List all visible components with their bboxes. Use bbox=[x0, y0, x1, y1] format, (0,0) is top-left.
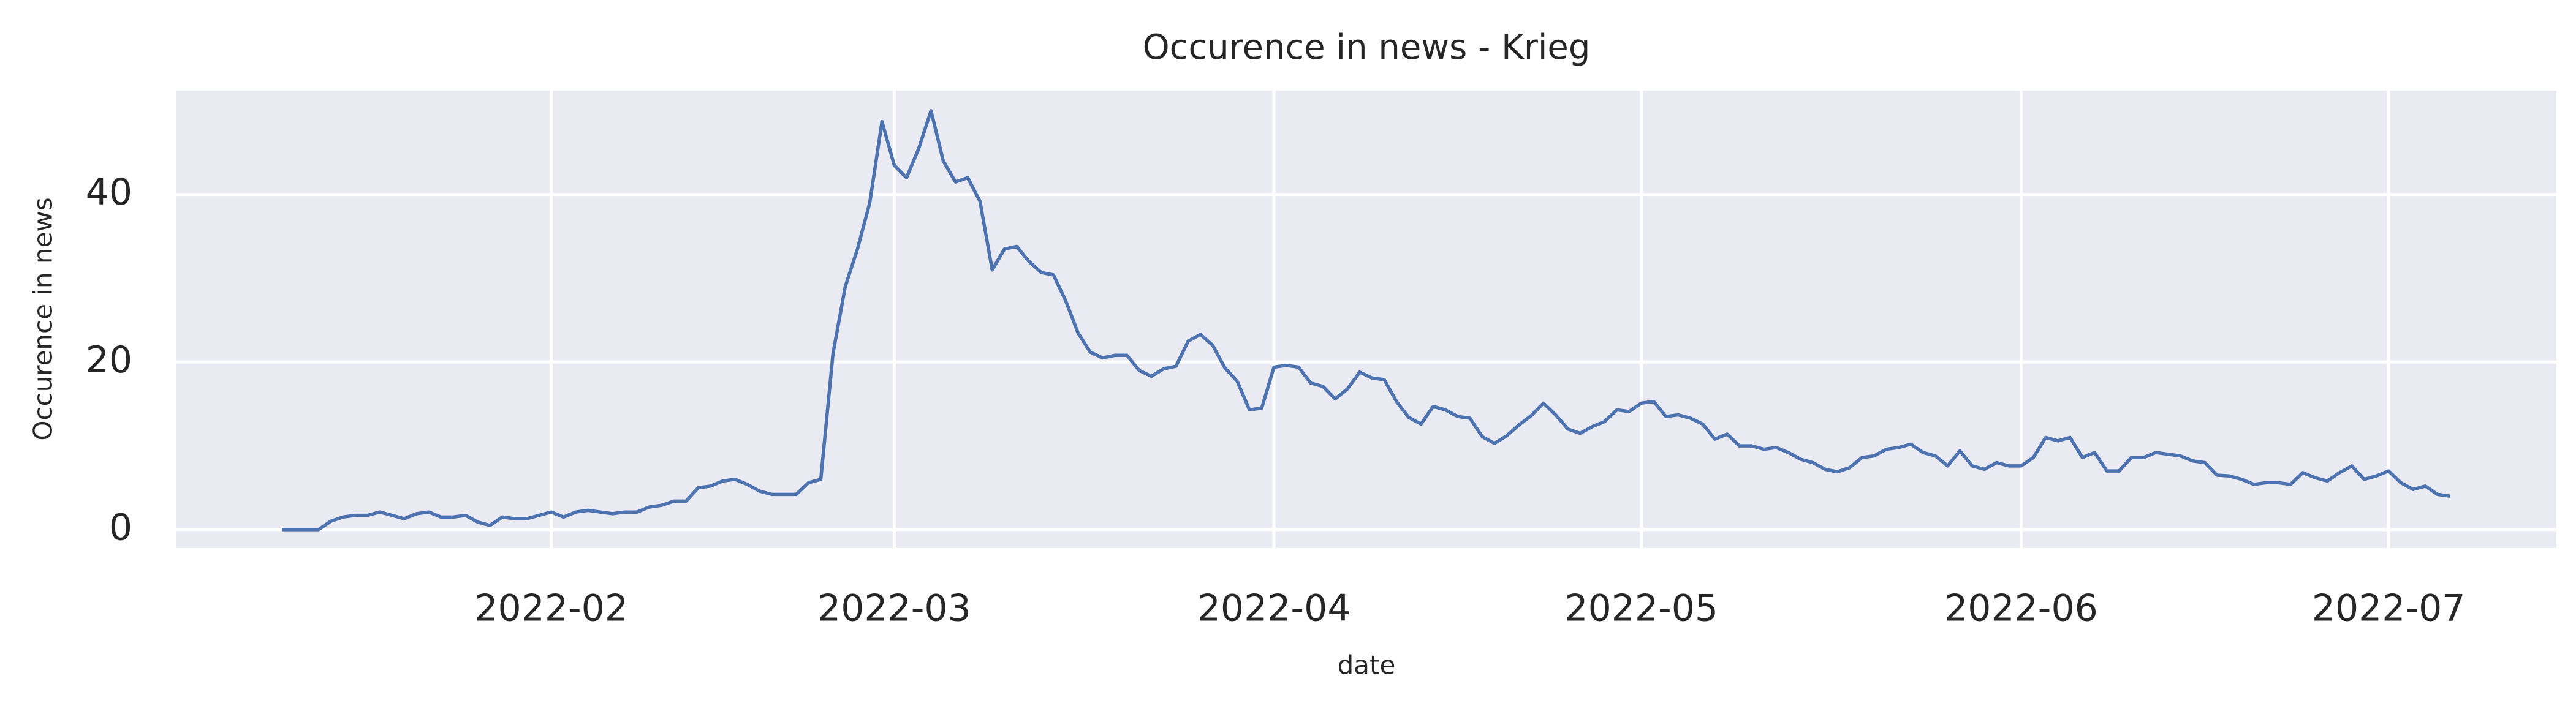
x-tick-label: 2022-06 bbox=[1944, 587, 2098, 630]
y-tick-label: 40 bbox=[86, 171, 132, 214]
x-tick-label: 2022-02 bbox=[474, 587, 628, 630]
plot-area bbox=[176, 91, 2556, 548]
x-tick-label: 2022-04 bbox=[1197, 587, 1351, 630]
y-tick-label: 20 bbox=[86, 339, 132, 381]
chart-title: Occurence in news - Krieg bbox=[1143, 28, 1591, 67]
x-axis-label: date bbox=[1338, 650, 1396, 680]
x-tick-label: 2022-03 bbox=[817, 587, 971, 630]
y-axis-label: Occurence in news bbox=[28, 197, 58, 440]
data-line bbox=[281, 109, 2450, 532]
x-tick-label: 2022-05 bbox=[1564, 587, 1718, 630]
y-tick-label: 0 bbox=[109, 506, 132, 549]
x-tick-label: 2022-07 bbox=[2312, 587, 2466, 630]
